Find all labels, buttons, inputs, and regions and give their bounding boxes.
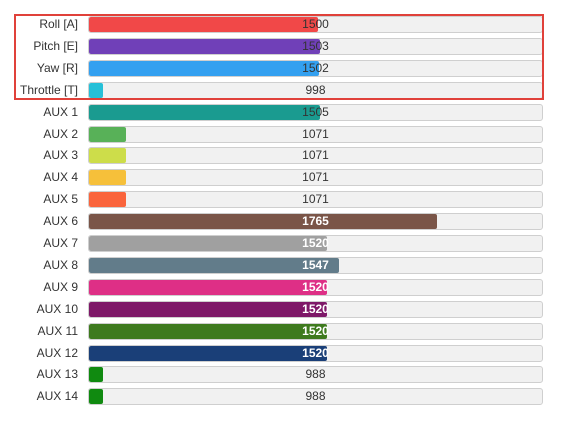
channel-row: AUX 11 1520 bbox=[0, 323, 569, 340]
channel-value: 1765 bbox=[302, 214, 329, 228]
channel-bar-fill bbox=[89, 346, 327, 361]
channel-value: 1520 bbox=[302, 236, 329, 250]
channel-row: AUX 6 1765 bbox=[0, 213, 569, 230]
channel-value: 1520 bbox=[302, 280, 329, 294]
channel-value: 1505 bbox=[302, 105, 329, 119]
channel-row: AUX 8 1547 bbox=[0, 257, 569, 274]
channel-bar-track: 1765 bbox=[88, 213, 543, 230]
channel-value: 1071 bbox=[302, 127, 329, 141]
channel-bar-fill bbox=[89, 170, 126, 185]
channel-value: 1500 bbox=[302, 17, 329, 31]
channel-row: AUX 1 1505 bbox=[0, 104, 569, 121]
channel-row: Yaw [R] 1502 bbox=[0, 60, 569, 77]
channel-row: AUX 2 1071 bbox=[0, 126, 569, 143]
channel-row: AUX 5 1071 bbox=[0, 191, 569, 208]
channel-row: AUX 10 1520 bbox=[0, 301, 569, 318]
channel-bar-fill bbox=[89, 367, 103, 382]
channel-bar-track: 988 bbox=[88, 388, 543, 405]
channel-bar-track: 1520 bbox=[88, 279, 543, 296]
channel-bar-fill bbox=[89, 61, 319, 76]
channel-value: 1071 bbox=[302, 192, 329, 206]
channel-label: AUX 13 bbox=[36, 367, 78, 381]
channel-bar-fill bbox=[89, 127, 126, 142]
channel-bar-fill bbox=[89, 214, 437, 229]
channel-value: 1520 bbox=[302, 324, 329, 338]
channel-value: 998 bbox=[305, 83, 326, 97]
channel-bar-track: 1503 bbox=[88, 38, 543, 55]
channel-label: AUX 8 bbox=[43, 258, 78, 272]
channel-value: 988 bbox=[305, 367, 326, 381]
channel-bar-fill bbox=[89, 148, 126, 163]
channel-value: 1547 bbox=[302, 258, 329, 272]
channel-bar-fill bbox=[89, 17, 318, 32]
channel-label: AUX 1 bbox=[43, 105, 78, 119]
channel-bar-track: 1520 bbox=[88, 235, 543, 252]
channel-value: 1071 bbox=[302, 148, 329, 162]
channel-bar-fill bbox=[89, 389, 103, 404]
channel-row: Throttle [T] 998 bbox=[0, 82, 569, 99]
channel-bar-track: 1502 bbox=[88, 60, 543, 77]
channel-bar-track: 1505 bbox=[88, 104, 543, 121]
channel-bar-track: 1071 bbox=[88, 169, 543, 186]
channel-row: Pitch [E] 1503 bbox=[0, 38, 569, 55]
channel-value: 988 bbox=[305, 389, 326, 403]
channel-bar-fill bbox=[89, 83, 103, 98]
channel-row: AUX 3 1071 bbox=[0, 147, 569, 164]
channel-bar-track: 1547 bbox=[88, 257, 543, 274]
channel-value: 1520 bbox=[302, 346, 329, 360]
channel-bar-track: 1520 bbox=[88, 323, 543, 340]
channel-label: Throttle [T] bbox=[19, 83, 78, 97]
channel-label: Yaw [R] bbox=[36, 61, 78, 75]
channel-label: AUX 3 bbox=[43, 148, 78, 162]
channel-label: AUX 14 bbox=[36, 389, 78, 403]
channel-value: 1502 bbox=[302, 61, 329, 75]
channel-bar-track: 1071 bbox=[88, 126, 543, 143]
channel-label: AUX 5 bbox=[43, 192, 78, 206]
channel-value: 1503 bbox=[302, 39, 329, 53]
channel-bar-fill bbox=[89, 105, 320, 120]
channel-bar-track: 1520 bbox=[88, 345, 543, 362]
channel-row: AUX 7 1520 bbox=[0, 235, 569, 252]
channel-label: AUX 7 bbox=[43, 236, 78, 250]
channel-bar-track: 1071 bbox=[88, 147, 543, 164]
channel-bar-track: 998 bbox=[88, 82, 543, 99]
channel-label: AUX 11 bbox=[37, 324, 78, 338]
channel-row: AUX 9 1520 bbox=[0, 279, 569, 296]
channel-row: AUX 4 1071 bbox=[0, 169, 569, 186]
channel-label: AUX 4 bbox=[43, 170, 78, 184]
channel-label: AUX 10 bbox=[36, 302, 78, 316]
channel-label: AUX 6 bbox=[43, 214, 78, 228]
channel-value: 1071 bbox=[302, 170, 329, 184]
channel-bar-track: 988 bbox=[88, 366, 543, 383]
channel-bar-fill bbox=[89, 39, 320, 54]
channel-bar-fill bbox=[89, 280, 327, 295]
channel-bar-track: 1520 bbox=[88, 301, 543, 318]
channel-bar-fill bbox=[89, 192, 126, 207]
channel-row: Roll [A] 1500 bbox=[0, 16, 569, 33]
channel-bar-track: 1500 bbox=[88, 16, 543, 33]
channel-bar-fill bbox=[89, 302, 327, 317]
channel-row: AUX 12 1520 bbox=[0, 345, 569, 362]
channel-row: AUX 13 988 bbox=[0, 366, 569, 383]
channel-label: AUX 12 bbox=[36, 346, 78, 360]
channel-value: 1520 bbox=[302, 302, 329, 316]
channel-bar-fill bbox=[89, 324, 327, 339]
channel-row: AUX 14 988 bbox=[0, 388, 569, 405]
channel-label: Roll [A] bbox=[39, 17, 78, 31]
channel-label: AUX 9 bbox=[43, 280, 78, 294]
channel-bar-track: 1071 bbox=[88, 191, 543, 208]
channel-label: AUX 2 bbox=[43, 127, 78, 141]
channel-bar-fill bbox=[89, 258, 339, 273]
channel-label: Pitch [E] bbox=[33, 39, 78, 53]
channel-bar-fill bbox=[89, 236, 327, 251]
